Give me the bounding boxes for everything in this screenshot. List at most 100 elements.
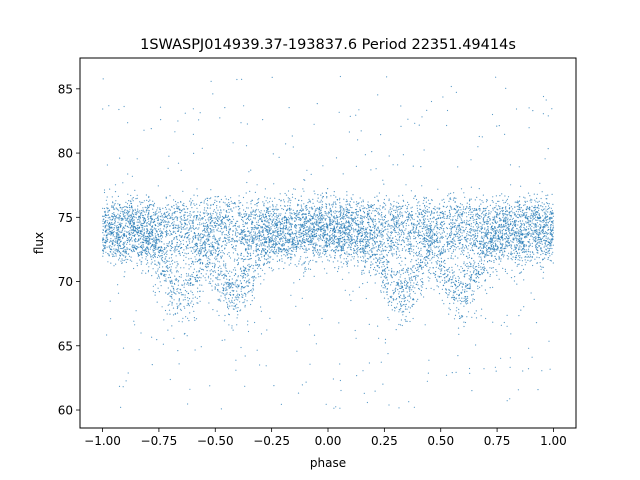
data-point xyxy=(262,249,265,251)
data-point xyxy=(340,389,342,392)
data-point xyxy=(279,226,281,228)
data-point xyxy=(525,221,527,223)
data-point xyxy=(411,279,413,281)
data-point xyxy=(250,248,252,250)
data-point xyxy=(127,372,129,374)
data-point xyxy=(122,247,124,250)
data-point xyxy=(134,208,136,210)
data-point xyxy=(536,234,538,236)
data-point xyxy=(257,244,259,246)
data-point xyxy=(247,247,249,249)
data-point xyxy=(289,198,291,200)
data-point xyxy=(534,208,536,211)
data-point xyxy=(274,240,276,242)
data-point xyxy=(379,219,381,221)
data-point xyxy=(517,211,520,213)
data-point xyxy=(382,224,384,226)
data-point xyxy=(180,223,183,225)
data-point xyxy=(522,251,524,253)
data-point xyxy=(126,211,128,214)
data-point xyxy=(157,207,159,209)
data-point xyxy=(394,223,396,226)
data-point xyxy=(403,233,405,236)
data-point xyxy=(409,289,411,291)
data-point xyxy=(202,222,204,224)
data-point xyxy=(129,224,131,226)
data-point xyxy=(151,261,153,263)
data-point xyxy=(421,268,423,270)
data-point xyxy=(519,245,521,247)
data-point xyxy=(531,245,533,247)
data-point xyxy=(183,255,185,257)
data-point xyxy=(199,296,201,298)
data-point xyxy=(503,202,505,204)
data-point xyxy=(112,254,114,256)
data-point xyxy=(156,264,158,266)
data-point xyxy=(388,237,390,239)
data-point xyxy=(427,228,429,230)
data-point xyxy=(475,277,477,279)
data-point xyxy=(324,219,326,221)
data-point xyxy=(366,213,368,216)
data-point xyxy=(408,294,410,296)
data-point xyxy=(114,184,117,186)
data-point xyxy=(293,239,295,241)
data-point xyxy=(171,297,173,299)
data-point xyxy=(276,252,278,254)
data-point xyxy=(425,210,427,212)
data-point xyxy=(450,232,452,234)
data-point xyxy=(487,217,489,219)
data-point xyxy=(427,235,430,237)
data-point xyxy=(540,248,542,250)
data-point xyxy=(214,237,216,239)
data-point xyxy=(401,212,403,214)
data-point xyxy=(457,257,459,259)
data-point xyxy=(390,284,392,286)
data-point xyxy=(153,241,155,243)
data-point xyxy=(186,211,188,214)
data-point xyxy=(214,286,216,288)
data-point xyxy=(481,226,483,228)
data-point xyxy=(323,268,326,270)
data-point xyxy=(374,231,376,233)
data-point xyxy=(206,226,208,228)
data-point xyxy=(313,250,315,252)
data-point xyxy=(209,274,212,276)
data-point xyxy=(313,255,315,257)
data-point xyxy=(126,247,128,249)
data-point xyxy=(200,217,202,220)
data-point xyxy=(207,235,209,237)
data-point xyxy=(130,207,132,209)
data-point xyxy=(376,250,378,252)
data-point xyxy=(447,257,449,260)
data-point xyxy=(489,248,491,250)
data-point xyxy=(145,207,147,209)
data-point xyxy=(396,211,398,213)
data-point xyxy=(416,226,418,229)
data-point xyxy=(418,271,420,273)
data-point xyxy=(217,220,219,223)
data-point xyxy=(397,164,399,166)
data-point xyxy=(307,239,309,241)
data-point xyxy=(412,265,414,267)
data-point xyxy=(436,255,438,257)
data-point xyxy=(224,296,226,298)
data-point xyxy=(136,265,138,267)
data-point xyxy=(520,271,523,273)
data-point xyxy=(203,209,205,211)
data-point xyxy=(346,226,348,228)
data-point xyxy=(290,253,292,255)
data-point xyxy=(132,248,134,250)
data-point xyxy=(524,204,526,206)
data-point xyxy=(116,236,118,238)
data-point xyxy=(248,282,250,284)
data-point xyxy=(489,242,491,244)
data-point xyxy=(470,229,472,232)
data-point xyxy=(346,191,348,193)
data-point xyxy=(172,314,175,316)
data-point xyxy=(127,215,129,218)
data-point xyxy=(340,209,342,212)
data-point xyxy=(375,223,377,225)
data-point xyxy=(380,361,382,363)
data-point xyxy=(132,224,134,226)
